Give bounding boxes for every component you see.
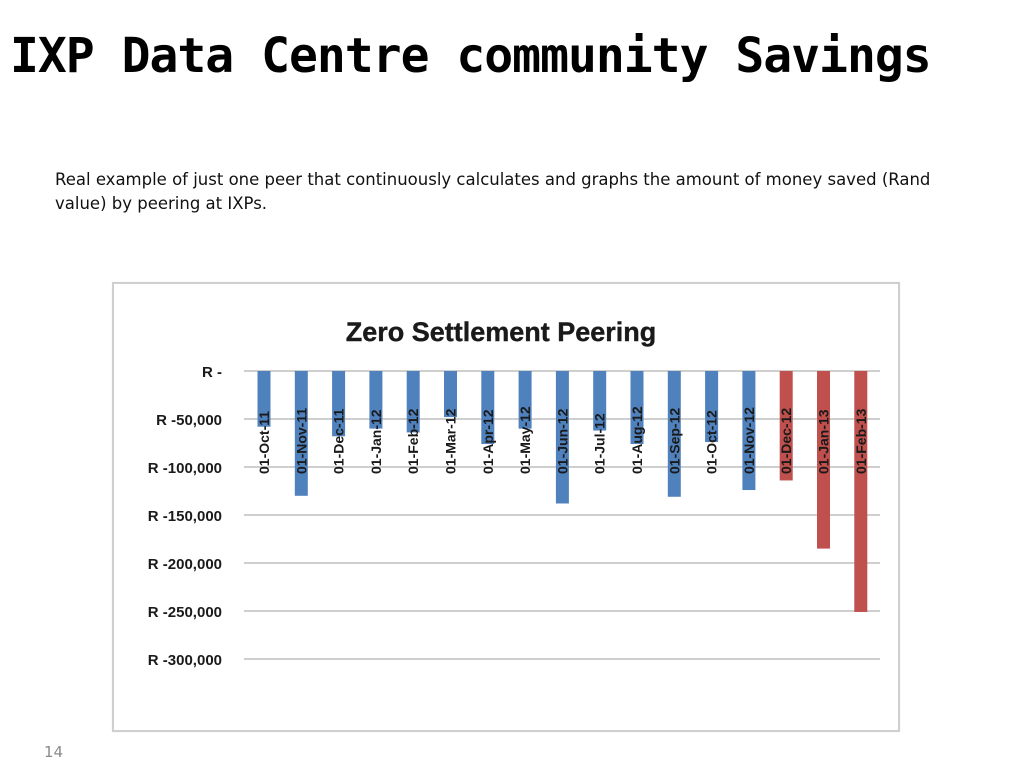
y-tick-label: R -50,000: [156, 412, 222, 429]
y-tick-label: R -150,000: [148, 508, 222, 525]
bar: [481, 371, 495, 444]
x-category-label: 01-May-12: [517, 406, 533, 474]
slide-number: 14: [44, 743, 64, 761]
bar: [667, 371, 681, 497]
x-category-label: 01-Dec-12: [778, 408, 794, 474]
x-category-label: 01-Jan-12: [368, 409, 384, 474]
x-category-label: 01-Aug-12: [629, 406, 645, 474]
x-category-label: 01-Mar-12: [443, 408, 459, 474]
bar: [779, 371, 793, 481]
y-tick-label: R -100,000: [148, 460, 222, 477]
bar: [294, 371, 308, 496]
slide-title: IXP Data Centre community Savings: [10, 28, 932, 84]
slide-subtitle: Real example of just one peer that conti…: [55, 170, 931, 213]
x-category-label: 01-Jan-13: [816, 409, 832, 474]
x-category-label: 01-Oct-11: [256, 411, 272, 474]
x-category-label: 01-Oct-12: [704, 410, 720, 474]
bar: [705, 371, 719, 443]
bar: [369, 371, 383, 429]
bar: [332, 371, 346, 437]
bar: [406, 371, 420, 433]
bar: [518, 371, 532, 429]
x-category-label: 01-Jun-12: [554, 408, 570, 474]
x-axis-category-labels: 01-Oct-11 01-Nov-11 01-Dec-11 01-Jan-12 01-F…: [256, 406, 869, 474]
x-category-label: 01-Jul-12: [592, 413, 608, 474]
bar: [817, 371, 830, 549]
y-tick-label: R -200,000: [148, 556, 222, 573]
bar: [257, 371, 271, 427]
x-category-label: 01-Sep-12: [666, 408, 682, 474]
chart-frame: Zero Settlement Peering R - R -50,000 R -1…: [112, 282, 900, 732]
y-tick-label: R -250,000: [148, 604, 222, 621]
bar: [555, 371, 569, 504]
y-tick-label: R -: [202, 364, 222, 381]
chart-title: Zero Settlement Peering: [346, 317, 657, 347]
bar: [593, 371, 607, 431]
x-category-label: 01-Apr-12: [480, 409, 496, 474]
bars: [257, 371, 868, 612]
y-axis-tick-labels: R - R -50,000 R -100,000 R -150,000 R -200,0…: [148, 364, 222, 669]
bar: [854, 371, 868, 612]
bar: [444, 371, 457, 418]
bar: [742, 371, 756, 491]
x-category-label: 01-Feb-12: [405, 408, 421, 474]
x-category-label: 01-Dec-11: [331, 408, 347, 474]
x-category-label: 01-Nov-12: [741, 407, 757, 474]
x-category-label: 01-Nov-11: [293, 408, 309, 474]
y-tick-label: R -300,000: [148, 652, 222, 669]
bar: [630, 371, 644, 444]
bar-chart: Zero Settlement Peering R - R -50,000 R -1…: [148, 317, 880, 669]
x-category-label: 01-Feb-13: [853, 408, 869, 474]
